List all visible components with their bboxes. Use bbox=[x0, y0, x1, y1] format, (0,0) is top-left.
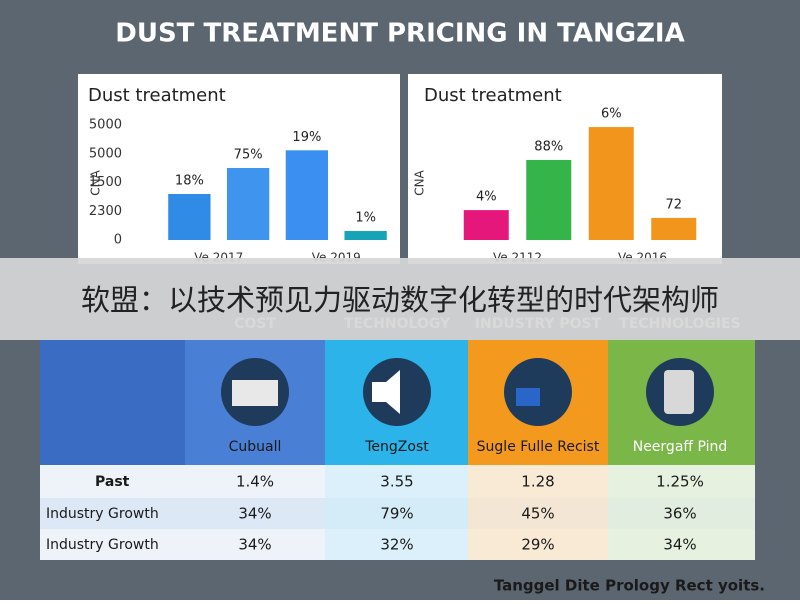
bar bbox=[226, 168, 270, 240]
y-tick-label: 5000 bbox=[89, 118, 122, 133]
y-tick-label: 5000 bbox=[89, 146, 122, 161]
table-side bbox=[40, 340, 185, 465]
column-name: TengZost bbox=[364, 439, 429, 455]
column-name: Cubuall bbox=[229, 439, 282, 455]
column-name: Neergaff Pind bbox=[633, 439, 728, 455]
bar-annotation: 18% bbox=[175, 174, 204, 189]
table-cell: 79% bbox=[380, 505, 413, 523]
bar-annotation: 72 bbox=[665, 197, 682, 212]
y-axis-label: CNA bbox=[89, 169, 103, 195]
bar-annotation: 88% bbox=[534, 139, 563, 154]
table-cell: 34% bbox=[238, 505, 271, 523]
table-cell: 1.25% bbox=[656, 473, 704, 491]
icon bbox=[664, 370, 694, 414]
title: DUST TREATMENT PRICING IN TANGZIA bbox=[115, 19, 684, 49]
icon bbox=[372, 370, 400, 414]
table-cell: 29% bbox=[521, 536, 554, 554]
bar-annotation: 1% bbox=[355, 211, 376, 226]
table-cell: 3.55 bbox=[380, 473, 413, 491]
bar bbox=[344, 231, 387, 240]
table-cell: 1.28 bbox=[521, 473, 554, 491]
banner bbox=[0, 258, 800, 340]
footer: Tanggel Dite Prology Rect yoits. bbox=[494, 577, 765, 595]
bar-annotation: 6% bbox=[601, 107, 622, 122]
bar-annotation: 4% bbox=[476, 190, 497, 205]
bar bbox=[651, 217, 697, 240]
table-cell: 34% bbox=[238, 536, 271, 554]
row-label: Past bbox=[95, 474, 130, 490]
bar bbox=[588, 127, 634, 240]
icon bbox=[516, 388, 540, 406]
bar bbox=[168, 194, 211, 240]
row-label: Industry Growth bbox=[46, 506, 159, 522]
banner-text: 软盟：以技术预见力驱动数字化转型的时代架构师 bbox=[81, 283, 719, 317]
icon bbox=[232, 380, 278, 406]
bar bbox=[463, 210, 509, 240]
chart-title: Dust treatment bbox=[424, 85, 562, 106]
icons bbox=[221, 358, 714, 426]
column-tint bbox=[468, 465, 608, 560]
bar bbox=[285, 150, 329, 240]
y-axis-label: CNA bbox=[413, 169, 427, 195]
chart-title: Dust treatment bbox=[88, 85, 226, 106]
bar-annotation: 75% bbox=[234, 148, 263, 163]
y-tick-label: 1500 bbox=[89, 175, 122, 190]
table-cell: 36% bbox=[663, 505, 696, 523]
table-cell: 32% bbox=[380, 536, 413, 554]
row-label: Industry Growth bbox=[46, 537, 159, 553]
y-tick-label: 2300 bbox=[89, 204, 122, 219]
bar-annotation: 19% bbox=[292, 130, 321, 145]
table-cell: 1.4% bbox=[236, 473, 274, 491]
column-name: Sugle Fulle Recist bbox=[477, 439, 600, 455]
column-tint bbox=[325, 465, 468, 560]
bar bbox=[526, 159, 572, 240]
table-cell: 34% bbox=[663, 536, 696, 554]
y-tick-label: 0 bbox=[114, 233, 122, 248]
table-cell: 45% bbox=[521, 505, 554, 523]
column-tint bbox=[608, 465, 755, 560]
